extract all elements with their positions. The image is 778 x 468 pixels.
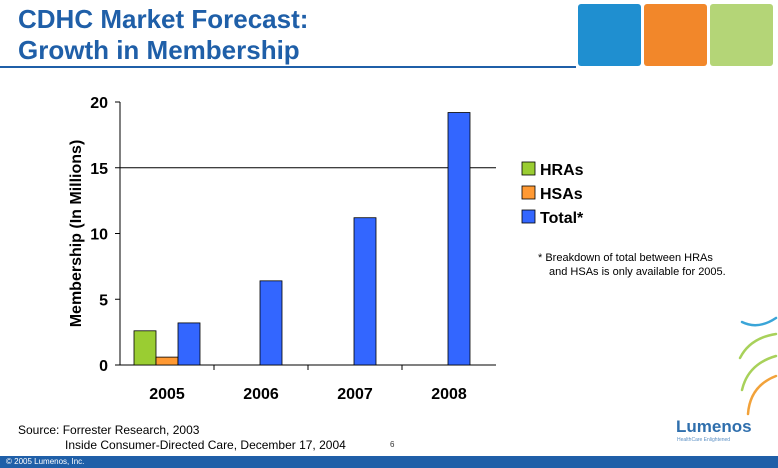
source-line2: Inside Consumer-Directed Care, December … xyxy=(65,438,346,452)
logo-arc-0 xyxy=(740,316,778,327)
page-title: CDHC Market Forecast: Growth in Membersh… xyxy=(18,4,538,66)
y-tick-label-15: 15 xyxy=(90,161,108,178)
logo-arc-1 xyxy=(738,332,778,360)
footer-bar xyxy=(0,456,778,468)
logo-arc-3 xyxy=(746,374,778,416)
y-tick-label-20: 20 xyxy=(90,95,108,112)
header-square-green xyxy=(710,4,773,66)
page-title-line2: Growth in Membership xyxy=(18,35,300,65)
y-axis-label: Membership (In Millions) xyxy=(68,140,85,328)
bar-total-2007 xyxy=(353,217,377,366)
y-tick-label-0: 0 xyxy=(99,358,108,375)
legend-label-hras: HRAs xyxy=(540,162,584,179)
footnote-line2: and HSAs is only available for 2005. xyxy=(549,266,726,278)
header-square-blue xyxy=(578,4,641,66)
bar-total-2005 xyxy=(177,322,201,366)
page-number: 6 xyxy=(390,440,395,449)
legend-swatch-total xyxy=(521,209,536,224)
y-tick-label-10: 10 xyxy=(90,227,108,244)
x-tick-label-2005: 2005 xyxy=(149,386,185,403)
copyright-text: © 2005 Lumenos, Inc. xyxy=(6,457,85,466)
logo-arcs-graphic xyxy=(738,316,778,416)
title-divider xyxy=(0,66,576,68)
bar-total-2006 xyxy=(259,280,283,366)
legend-swatch-hras xyxy=(521,161,536,176)
source-note: Source: Forrester Research, 2003 Inside … xyxy=(18,423,346,453)
bar-total-2008 xyxy=(447,112,471,366)
x-tick-label-2008: 2008 xyxy=(431,386,467,403)
x-tick-label-2006: 2006 xyxy=(243,386,279,403)
legend-label-total: Total* xyxy=(540,210,584,227)
lumenos-tagline: HealthCare Enlightened xyxy=(677,437,731,443)
footnote-line1: * Breakdown of total between HRAs xyxy=(538,252,713,264)
y-tick-label-5: 5 xyxy=(99,292,108,309)
bar-hsas-2005 xyxy=(155,356,179,366)
legend-label-hsas: HSAs xyxy=(540,186,583,203)
page-title-line1: CDHC Market Forecast: xyxy=(18,4,309,34)
lumenos-logo: Lumenos xyxy=(676,417,752,436)
membership-chart: 0 5 10 15 20 Membership (In Millions) 2005 2006… xyxy=(68,95,726,403)
source-line1: Source: Forrester Research, 2003 xyxy=(18,423,200,437)
logo-arc-2 xyxy=(740,354,778,392)
x-tick-label-2007: 2007 xyxy=(337,386,373,403)
header-square-orange xyxy=(644,4,707,66)
legend-swatch-hsas xyxy=(521,185,536,200)
bar-hras-2005 xyxy=(133,330,157,366)
